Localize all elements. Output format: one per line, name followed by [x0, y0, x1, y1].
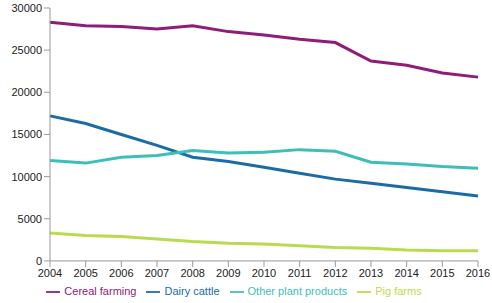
svg-text:2011: 2011 [288, 267, 312, 279]
html-text:Dairy cattle: Dairy cattle [164, 284, 220, 297]
svg-text:25000: 25000 [11, 44, 42, 56]
svg-text:15000: 15000 [11, 128, 42, 140]
svg-text:2005: 2005 [73, 267, 97, 279]
svg-text:2014: 2014 [394, 267, 418, 279]
svg-text:2015: 2015 [430, 267, 454, 279]
svg-text:2012: 2012 [323, 267, 347, 279]
svg-text:2007: 2007 [145, 267, 169, 279]
svg-text:30000: 30000 [11, 2, 42, 14]
html-text:Pig farms: Pig farms [375, 284, 422, 297]
svg-text:2016: 2016 [466, 267, 484, 279]
svg-text:2009: 2009 [216, 267, 240, 279]
svg-text:2010: 2010 [252, 267, 276, 279]
svg-text:2004: 2004 [38, 267, 62, 279]
svg-text:2006: 2006 [109, 267, 133, 279]
svg-text:0: 0 [36, 255, 42, 267]
html-text:Cereal farming: Cereal farming [64, 284, 137, 297]
html-text:Other plant products: Other plant products [247, 284, 348, 297]
svg-text:2013: 2013 [359, 267, 383, 279]
svg-text:20000: 20000 [11, 86, 42, 98]
svg-text:2008: 2008 [180, 267, 204, 279]
svg-text:10000: 10000 [11, 171, 42, 183]
svg-text:5000: 5000 [18, 213, 42, 225]
